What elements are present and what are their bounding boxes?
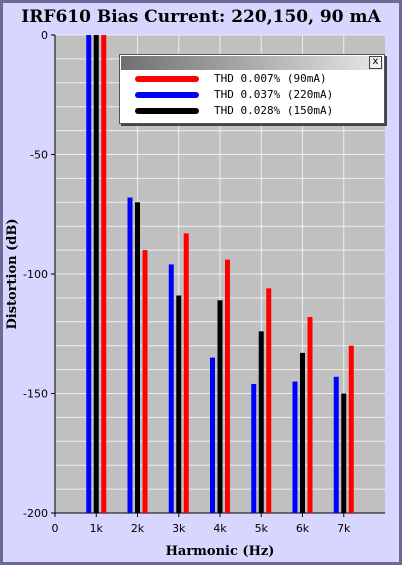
bar xyxy=(135,202,140,514)
y-tick-label: -200 xyxy=(23,507,48,520)
legend-swatch xyxy=(135,76,199,82)
bar xyxy=(266,288,272,513)
bar xyxy=(127,197,133,513)
bar xyxy=(341,393,347,513)
legend-entry: THD 0.007% (90mA) xyxy=(120,71,384,87)
x-tick-label: 0 xyxy=(52,522,59,535)
bar xyxy=(176,295,182,513)
bar xyxy=(333,376,339,513)
chart-legend[interactable]: x THD 0.007% (90mA) THD 0.037% (220mA) T… xyxy=(119,54,385,124)
x-tick-label: 6k xyxy=(296,522,310,535)
legend-title-bar[interactable]: x xyxy=(121,56,383,70)
close-icon[interactable]: x xyxy=(369,56,382,69)
x-tick-label: 2k xyxy=(131,522,145,535)
x-tick-label: 5k xyxy=(255,522,269,535)
bar xyxy=(168,264,174,513)
x-tick-label: 4k xyxy=(213,522,227,535)
legend-swatch xyxy=(135,108,199,114)
bar xyxy=(300,352,305,513)
bar xyxy=(292,381,298,513)
bar xyxy=(142,250,148,513)
legend-label: THD 0.028% (150mA) xyxy=(214,104,334,117)
legend-label: THD 0.007% (90mA) xyxy=(214,72,327,85)
bar xyxy=(210,357,215,513)
bar xyxy=(217,300,223,513)
y-tick-label: -50 xyxy=(30,149,48,162)
bar xyxy=(251,383,257,513)
bar xyxy=(183,233,189,513)
y-axis-title: Distortion (dB) xyxy=(5,218,20,329)
bar xyxy=(86,35,92,513)
chart-title: IRF610 Bias Current: 220,150, 90 mA xyxy=(21,7,381,27)
y-tick-label: -100 xyxy=(23,268,48,281)
x-axis-title: Harmonic (Hz) xyxy=(166,544,275,559)
x-tick-label: 7k xyxy=(337,522,351,535)
legend-swatch xyxy=(135,92,199,98)
x-tick-label: 1k xyxy=(90,522,104,535)
bar xyxy=(93,35,99,513)
bar xyxy=(101,35,107,513)
bar xyxy=(307,317,313,513)
bar xyxy=(225,259,230,513)
bar xyxy=(258,331,264,513)
legend-label: THD 0.037% (220mA) xyxy=(214,88,334,101)
y-tick-label: -150 xyxy=(23,388,48,401)
legend-entry: THD 0.037% (220mA) xyxy=(120,87,384,103)
legend-entry: THD 0.028% (150mA) xyxy=(120,103,384,119)
y-tick-label: 0 xyxy=(41,29,48,42)
bar xyxy=(348,345,354,513)
x-tick-label: 3k xyxy=(172,522,186,535)
